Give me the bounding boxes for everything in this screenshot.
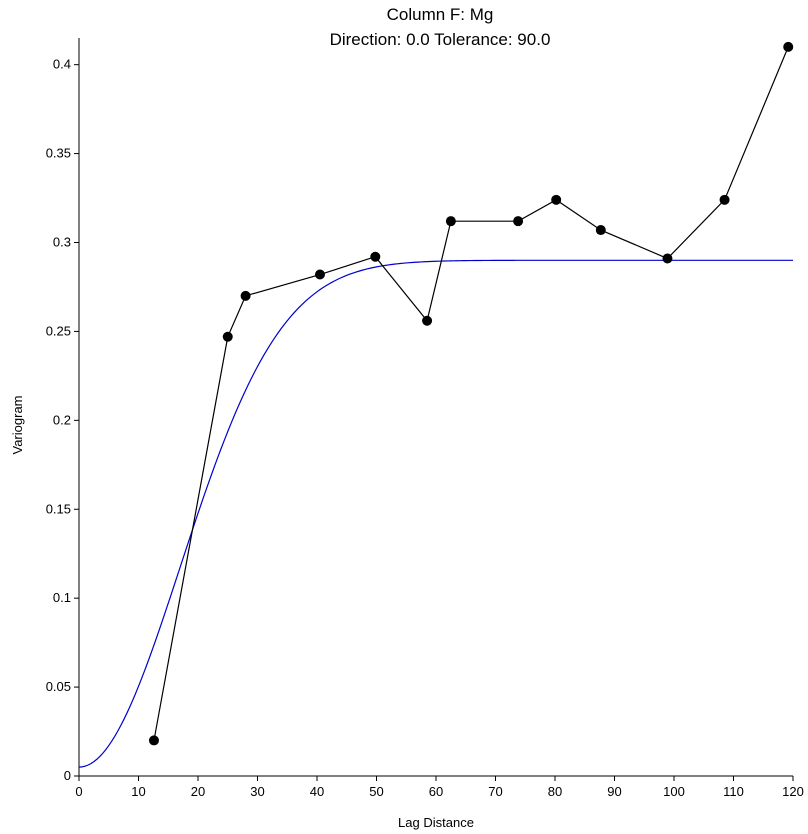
y-tick-label: 0.05 [46,679,71,694]
x-tick-label: 60 [429,784,443,799]
x-tick-label: 80 [548,784,562,799]
y-tick-label: 0.15 [46,501,71,516]
data-point [551,194,562,205]
y-tick-label: 0.25 [46,323,71,338]
data-point [445,216,456,227]
x-tick-label: 20 [191,784,205,799]
x-tick-label: 0 [75,784,82,799]
y-tick-label: 0 [64,768,71,783]
y-tick-label: 0.1 [53,590,71,605]
y-tick-label: 0.2 [53,412,71,427]
data-point [148,735,159,746]
x-tick-label: 10 [131,784,145,799]
x-tick-label: 110 [723,784,744,799]
x-tick-label: 40 [310,784,324,799]
x-tick-label: 50 [369,784,383,799]
data-series-line [153,46,789,741]
data-point [513,216,524,227]
model-curve-line [78,259,793,768]
x-tick-label: 100 [663,784,685,799]
y-axis-ticks: 0 0.05 0.1 0.15 0.2 0.25 0.3 0.35 0.4 [46,57,79,783]
data-point [422,315,433,326]
y-tick-label: 0.4 [53,57,71,72]
data-point [240,290,251,301]
data-point [595,225,606,236]
y-tick-label: 0.35 [46,146,71,161]
data-point [662,253,673,264]
data-point [370,251,381,262]
y-tick-label: 0.3 [53,235,71,250]
data-point [783,41,794,52]
x-tick-label: 90 [607,784,621,799]
x-axis-ticks: 0 10 20 30 40 50 60 70 80 90 100 110 120 [75,776,804,799]
model-curve-layer [78,259,793,768]
x-tick-label: 70 [488,784,502,799]
y-axis-label: Variogram [10,395,25,454]
data-point [719,194,730,205]
x-tick-label: 30 [250,784,264,799]
chart-title: Column F: Mg [387,5,494,24]
data-point [314,269,325,280]
data-point [222,331,233,342]
x-tick-label: 120 [782,784,804,799]
x-axis-label: Lag Distance [398,815,474,830]
data-series-layer [148,41,794,746]
chart-subtitle: Direction: 0.0 Tolerance: 90.0 [330,30,551,49]
